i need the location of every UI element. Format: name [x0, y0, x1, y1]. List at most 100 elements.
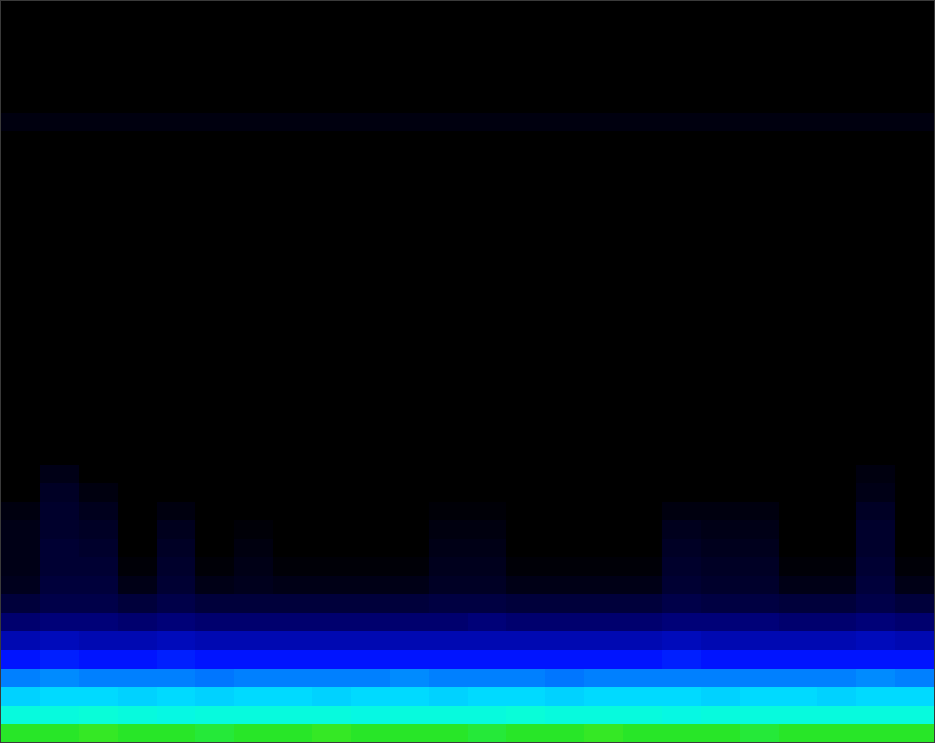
cell: [79, 242, 118, 261]
cell: [1, 631, 40, 650]
cell: [390, 575, 429, 594]
cell: [817, 223, 856, 242]
cell: [468, 501, 507, 520]
cell: [506, 186, 545, 205]
cell: [390, 520, 429, 539]
cell: [856, 464, 895, 483]
cell: [312, 649, 351, 668]
cell: [623, 75, 662, 94]
cell: [662, 75, 701, 94]
cell: [40, 20, 79, 39]
cell: [195, 520, 234, 539]
cell: [895, 612, 934, 631]
cell: [623, 94, 662, 113]
cell: [584, 446, 623, 465]
cell: [895, 446, 934, 465]
cell: [856, 446, 895, 465]
cell: [701, 94, 740, 113]
cell: [118, 557, 157, 576]
cell: [701, 57, 740, 76]
cell: [584, 297, 623, 316]
cell: [234, 75, 273, 94]
cell: [157, 686, 196, 705]
cell: [312, 686, 351, 705]
cell: [234, 260, 273, 279]
cell: [351, 297, 390, 316]
cell: [195, 464, 234, 483]
cell: [390, 409, 429, 428]
cell: [312, 575, 351, 594]
cell: [273, 131, 312, 150]
cell: [701, 372, 740, 391]
cell: [79, 94, 118, 113]
cell: [701, 205, 740, 224]
cell: [234, 223, 273, 242]
cell: [1, 334, 40, 353]
cell: [79, 260, 118, 279]
cell: [584, 205, 623, 224]
cell: [390, 242, 429, 261]
cell: [79, 186, 118, 205]
cell: [506, 149, 545, 168]
cell: [351, 186, 390, 205]
cell: [234, 297, 273, 316]
cell: [273, 575, 312, 594]
cell: [273, 279, 312, 298]
cell: [584, 279, 623, 298]
cell: [429, 168, 468, 187]
cell: [40, 520, 79, 539]
cell: [895, 390, 934, 409]
cell: [273, 94, 312, 113]
cell: [273, 501, 312, 520]
cell: [390, 112, 429, 131]
cell: [429, 575, 468, 594]
cell: [856, 168, 895, 187]
cell: [817, 501, 856, 520]
cell: [118, 446, 157, 465]
cell: [157, 575, 196, 594]
cell: [351, 723, 390, 742]
cell: [817, 57, 856, 76]
cell: [79, 483, 118, 502]
cell: [273, 705, 312, 724]
cell: [701, 705, 740, 724]
cell: [79, 20, 118, 39]
cell: [506, 612, 545, 631]
cell: [1, 186, 40, 205]
cell: [506, 57, 545, 76]
cell: [584, 427, 623, 446]
cell: [779, 668, 818, 687]
cell: [390, 279, 429, 298]
cell: [40, 557, 79, 576]
cell: [701, 464, 740, 483]
cell: [351, 223, 390, 242]
cell: [118, 686, 157, 705]
cell: [740, 649, 779, 668]
cell: [740, 705, 779, 724]
cell: [856, 1, 895, 20]
cell: [429, 427, 468, 446]
cell: [779, 557, 818, 576]
cell: [701, 483, 740, 502]
cell: [701, 242, 740, 261]
cell: [779, 501, 818, 520]
cell: [545, 186, 584, 205]
cell: [623, 334, 662, 353]
cell: [817, 279, 856, 298]
cell: [157, 260, 196, 279]
cell: [79, 427, 118, 446]
cell: [779, 483, 818, 502]
cell: [817, 520, 856, 539]
cell: [468, 538, 507, 557]
cell: [351, 446, 390, 465]
cell: [468, 57, 507, 76]
cell: [273, 483, 312, 502]
cell: [312, 260, 351, 279]
cell: [79, 575, 118, 594]
cell: [701, 612, 740, 631]
cell: [40, 631, 79, 650]
cell: [817, 260, 856, 279]
cell: [506, 631, 545, 650]
cell: [506, 686, 545, 705]
cell: [40, 242, 79, 261]
